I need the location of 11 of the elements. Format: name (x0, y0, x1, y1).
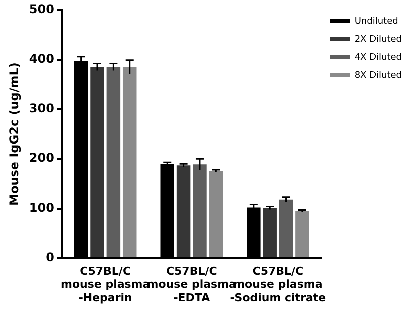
legend-label: 4X Diluted (354, 52, 402, 63)
y-tick-label: 400 (29, 52, 54, 66)
legend-label: Undiluted (354, 16, 398, 27)
y-tick-label: 0 (46, 250, 54, 265)
y-tick-label: 200 (29, 151, 54, 166)
y-tick-label: 100 (29, 200, 54, 215)
y-axis-title: Mouse IgG2c (ug/mL) (7, 62, 22, 206)
y-tick-label: 500 (29, 2, 54, 16)
y-tick-label: 300 (29, 102, 54, 116)
legend-label: 2X Diluted (354, 34, 402, 45)
legend-label: 8X Diluted (354, 70, 402, 81)
